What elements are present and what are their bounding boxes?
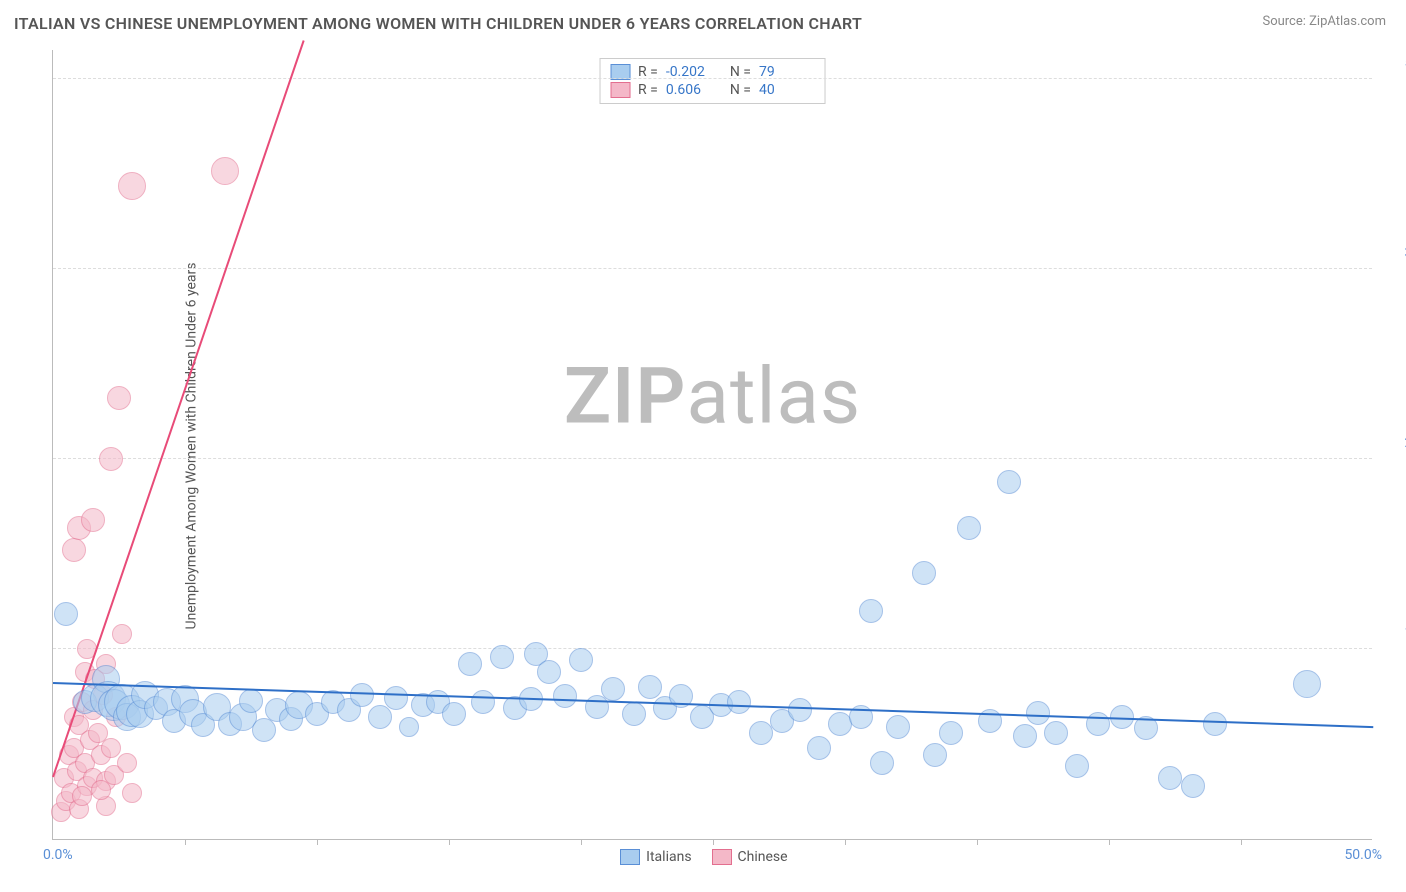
legend-swatch [712, 849, 732, 865]
r-label: R = [638, 82, 658, 98]
data-point [490, 645, 514, 669]
legend-series-label: Italians [646, 849, 691, 865]
x-tick [713, 839, 714, 845]
data-point [442, 702, 466, 726]
gridline-h [53, 268, 1372, 269]
y-tick-label: 25.0% [1382, 435, 1406, 451]
data-point [62, 538, 86, 562]
data-point [957, 516, 981, 540]
y-tick-label: 37.5% [1382, 245, 1406, 261]
data-point [471, 690, 495, 714]
data-point [537, 660, 561, 684]
data-point [99, 447, 123, 471]
data-point [350, 683, 374, 707]
x-tick [1109, 839, 1110, 845]
data-point [1158, 766, 1182, 790]
x-tick [845, 839, 846, 845]
data-point [101, 738, 121, 758]
data-point [368, 705, 392, 729]
data-point [1013, 724, 1037, 748]
source-label: Source: ZipAtlas.com [1262, 14, 1386, 29]
data-point [859, 599, 883, 623]
legend-series-item: Italians [620, 849, 691, 865]
data-point [1203, 712, 1227, 736]
watermark: ZIPatlas [564, 352, 861, 443]
data-point [1065, 754, 1089, 778]
watermark-light: atlas [687, 352, 862, 443]
data-point [81, 508, 105, 532]
data-point [1293, 670, 1321, 698]
data-point [54, 602, 78, 626]
data-point [112, 624, 132, 644]
data-point [923, 743, 947, 767]
legend-series: Italians Chinese [620, 849, 787, 865]
data-point [91, 780, 111, 800]
data-point [239, 689, 263, 713]
data-point [622, 702, 646, 726]
y-tick-label: 12.5% [1382, 625, 1406, 641]
data-point [72, 786, 92, 806]
legend-series-label: Chinese [738, 849, 788, 865]
n-value: 40 [759, 82, 815, 98]
legend-series-item: Chinese [712, 849, 788, 865]
x-tick [185, 839, 186, 845]
x-max-label: 50.0% [1344, 847, 1382, 863]
x-tick [317, 839, 318, 845]
watermark-bold: ZIP [564, 352, 687, 443]
data-point [788, 698, 812, 722]
x-tick [449, 839, 450, 845]
chart-title: ITALIAN VS CHINESE UNEMPLOYMENT AMONG WO… [14, 14, 862, 33]
data-point [939, 721, 963, 745]
n-label: N = [730, 82, 751, 98]
data-point [1086, 712, 1110, 736]
data-point [384, 686, 408, 710]
data-point [122, 783, 142, 803]
data-point [997, 470, 1021, 494]
data-point [870, 751, 894, 775]
data-point [912, 561, 936, 585]
gridline-h [53, 78, 1372, 79]
y-tick-label: 50.0% [1382, 55, 1406, 71]
x-tick [1241, 839, 1242, 845]
data-point [399, 717, 419, 737]
data-point [727, 690, 751, 714]
data-point [638, 675, 662, 699]
x-tick [977, 839, 978, 845]
data-point [569, 648, 593, 672]
x-tick [581, 839, 582, 845]
data-point [1181, 774, 1205, 798]
gridline-h [53, 458, 1372, 459]
data-point [749, 721, 773, 745]
chart-area: ZIPatlas R =-0.202N =79R =0.606N =40 Ita… [52, 50, 1372, 840]
data-point [118, 172, 146, 200]
data-point [1044, 721, 1068, 745]
data-point [117, 753, 137, 773]
data-point [886, 715, 910, 739]
data-point [1026, 701, 1050, 725]
legend-swatch [610, 82, 630, 98]
data-point [601, 677, 625, 701]
legend-correlation-row: R = 0.606 N = 40 [610, 81, 815, 99]
legend-correlation: R =-0.202N =79R =0.606N =40 [599, 58, 826, 104]
data-point [211, 157, 239, 185]
data-point [107, 386, 131, 410]
r-value: 0.606 [666, 82, 722, 98]
data-point [553, 684, 577, 708]
data-point [458, 652, 482, 676]
gridline-h [53, 648, 1372, 649]
data-point [807, 736, 831, 760]
trend-line [52, 40, 305, 777]
legend-swatch [620, 849, 640, 865]
x-origin-label: 0.0% [43, 847, 73, 863]
